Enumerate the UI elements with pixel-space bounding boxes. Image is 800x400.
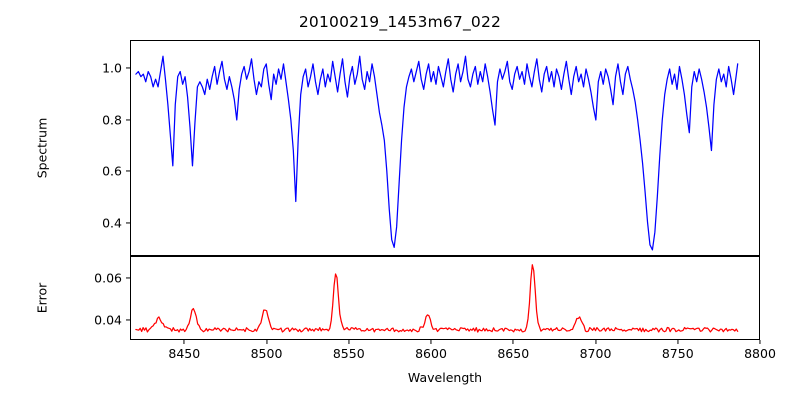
x-axis-label: Wavelength <box>407 370 483 385</box>
spectrum-y-tick-mark <box>126 222 130 224</box>
error-plot-area <box>135 264 739 333</box>
x-tick-label: 8750 <box>661 346 694 361</box>
error-y-tick-mark <box>126 277 130 279</box>
x-tick-mark <box>759 340 761 344</box>
error-y-axis-label: Error <box>34 282 50 314</box>
error-y-tick-label: 0.04 <box>94 312 122 328</box>
x-tick-mark <box>265 340 268 344</box>
x-tick-label: 8600 <box>415 346 447 361</box>
x-tick-label: 8500 <box>250 346 283 361</box>
error-series-line <box>135 264 739 333</box>
spectrum-y-tick-label: 0.4 <box>102 215 122 231</box>
spectrum-y-tick-label: 1.0 <box>102 60 122 76</box>
x-tick-label: 8450 <box>168 346 201 361</box>
error-panel <box>130 256 760 340</box>
x-tick-mark <box>512 340 514 344</box>
x-tick-mark <box>677 340 679 344</box>
figure-title: 20100219_1453m67_022 <box>298 13 502 31</box>
spectrum-y-tick-label: 0.8 <box>102 112 122 128</box>
spectrum-plot-area <box>135 55 739 251</box>
x-tick-mark <box>430 340 432 344</box>
x-tick-label: 8700 <box>579 346 612 361</box>
spectrum-y-tick-mark <box>126 170 130 172</box>
spectrum-y-tick-mark <box>126 119 130 121</box>
x-tick-mark <box>183 340 185 344</box>
spectrum-panel <box>130 40 760 256</box>
x-tick-label: 8800 <box>744 346 776 361</box>
x-tick-mark <box>594 340 597 344</box>
x-tick-label: 8550 <box>332 346 365 361</box>
spectrum-y-tick-mark <box>126 67 130 69</box>
error-y-tick-label: 0.06 <box>94 270 122 286</box>
spectrum-series-line <box>135 55 739 251</box>
error-y-tick-mark <box>126 319 130 321</box>
x-tick-mark <box>348 340 350 344</box>
spectrum-y-axis-label: Spectrum <box>34 117 50 179</box>
x-tick-label: 8650 <box>497 346 530 361</box>
spectrum-y-tick-label: 0.6 <box>102 163 122 179</box>
